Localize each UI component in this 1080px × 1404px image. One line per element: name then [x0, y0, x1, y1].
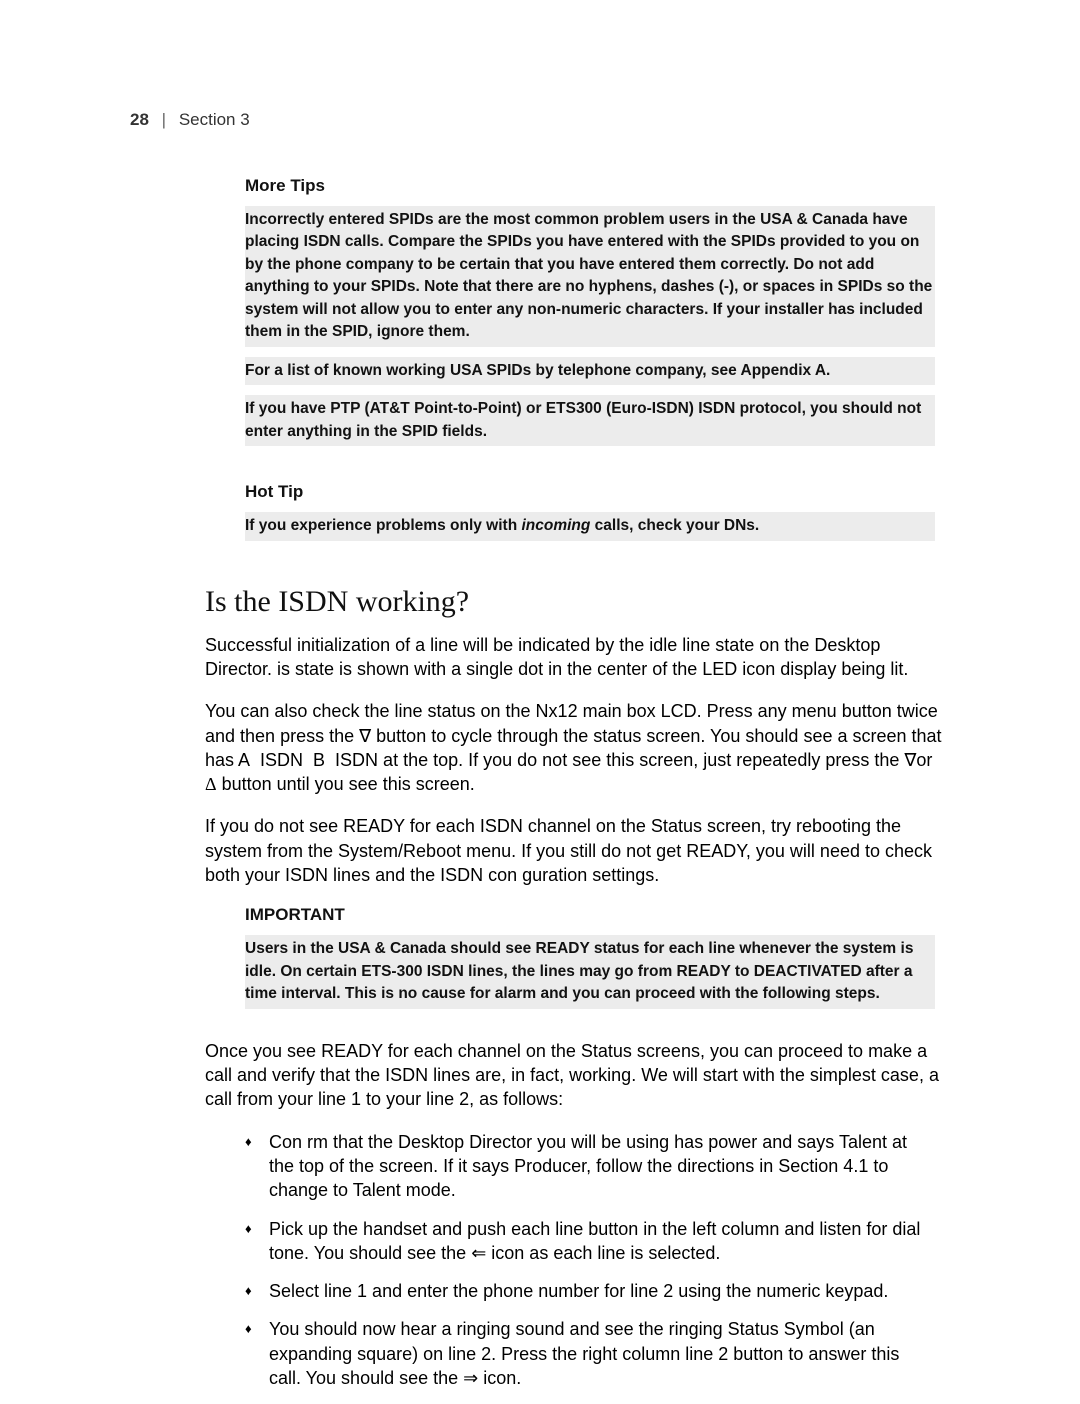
callout-more-tips: More Tips Incorrectly entered SPIDs are …	[245, 176, 935, 446]
section-label: Section 3	[179, 110, 250, 129]
callout-title: Hot Tip	[245, 482, 935, 502]
header-separator: |	[162, 110, 166, 129]
callout-paragraph: For a list of known working USA SPIDs by…	[245, 357, 935, 385]
callout-paragraph: Incorrectly entered SPIDs are the most c…	[245, 206, 935, 347]
body-paragraph: You can also check the line status on th…	[205, 699, 945, 796]
instruction-list: Con rm that the Desktop Director you wil…	[245, 1130, 935, 1391]
callout-hot-tip: Hot Tip If you experience problems only …	[245, 482, 935, 540]
callout-title: IMPORTANT	[245, 905, 935, 925]
list-item: Select line 1 and enter the phone number…	[245, 1279, 935, 1303]
list-item: Con rm that the Desktop Director you wil…	[245, 1130, 935, 1203]
page-header: 28 | Section 3	[130, 110, 950, 130]
body-paragraph: Once you see READY for each channel on t…	[205, 1039, 945, 1112]
section-heading: Is the ISDN working?	[205, 585, 950, 619]
callout-paragraph: Users in the USA & Canada should see REA…	[245, 935, 935, 1008]
callout-important: IMPORTANT Users in the USA & Canada shou…	[245, 905, 935, 1008]
list-item: Pick up the handset and push each line b…	[245, 1217, 935, 1266]
callout-paragraph: If you experience problems only with inc…	[245, 512, 935, 540]
page: 28 | Section 3 More Tips Incorrectly ent…	[130, 110, 950, 1404]
page-number: 28	[130, 110, 149, 129]
list-item: You should now hear a ringing sound and …	[245, 1317, 935, 1390]
body-paragraph: If you do not see READY for each ISDN ch…	[205, 814, 945, 887]
body-paragraph: Successful initialization of a line will…	[205, 633, 945, 682]
callout-paragraph: If you have PTP (AT&T Point-to-Point) or…	[245, 395, 935, 446]
callout-title: More Tips	[245, 176, 935, 196]
